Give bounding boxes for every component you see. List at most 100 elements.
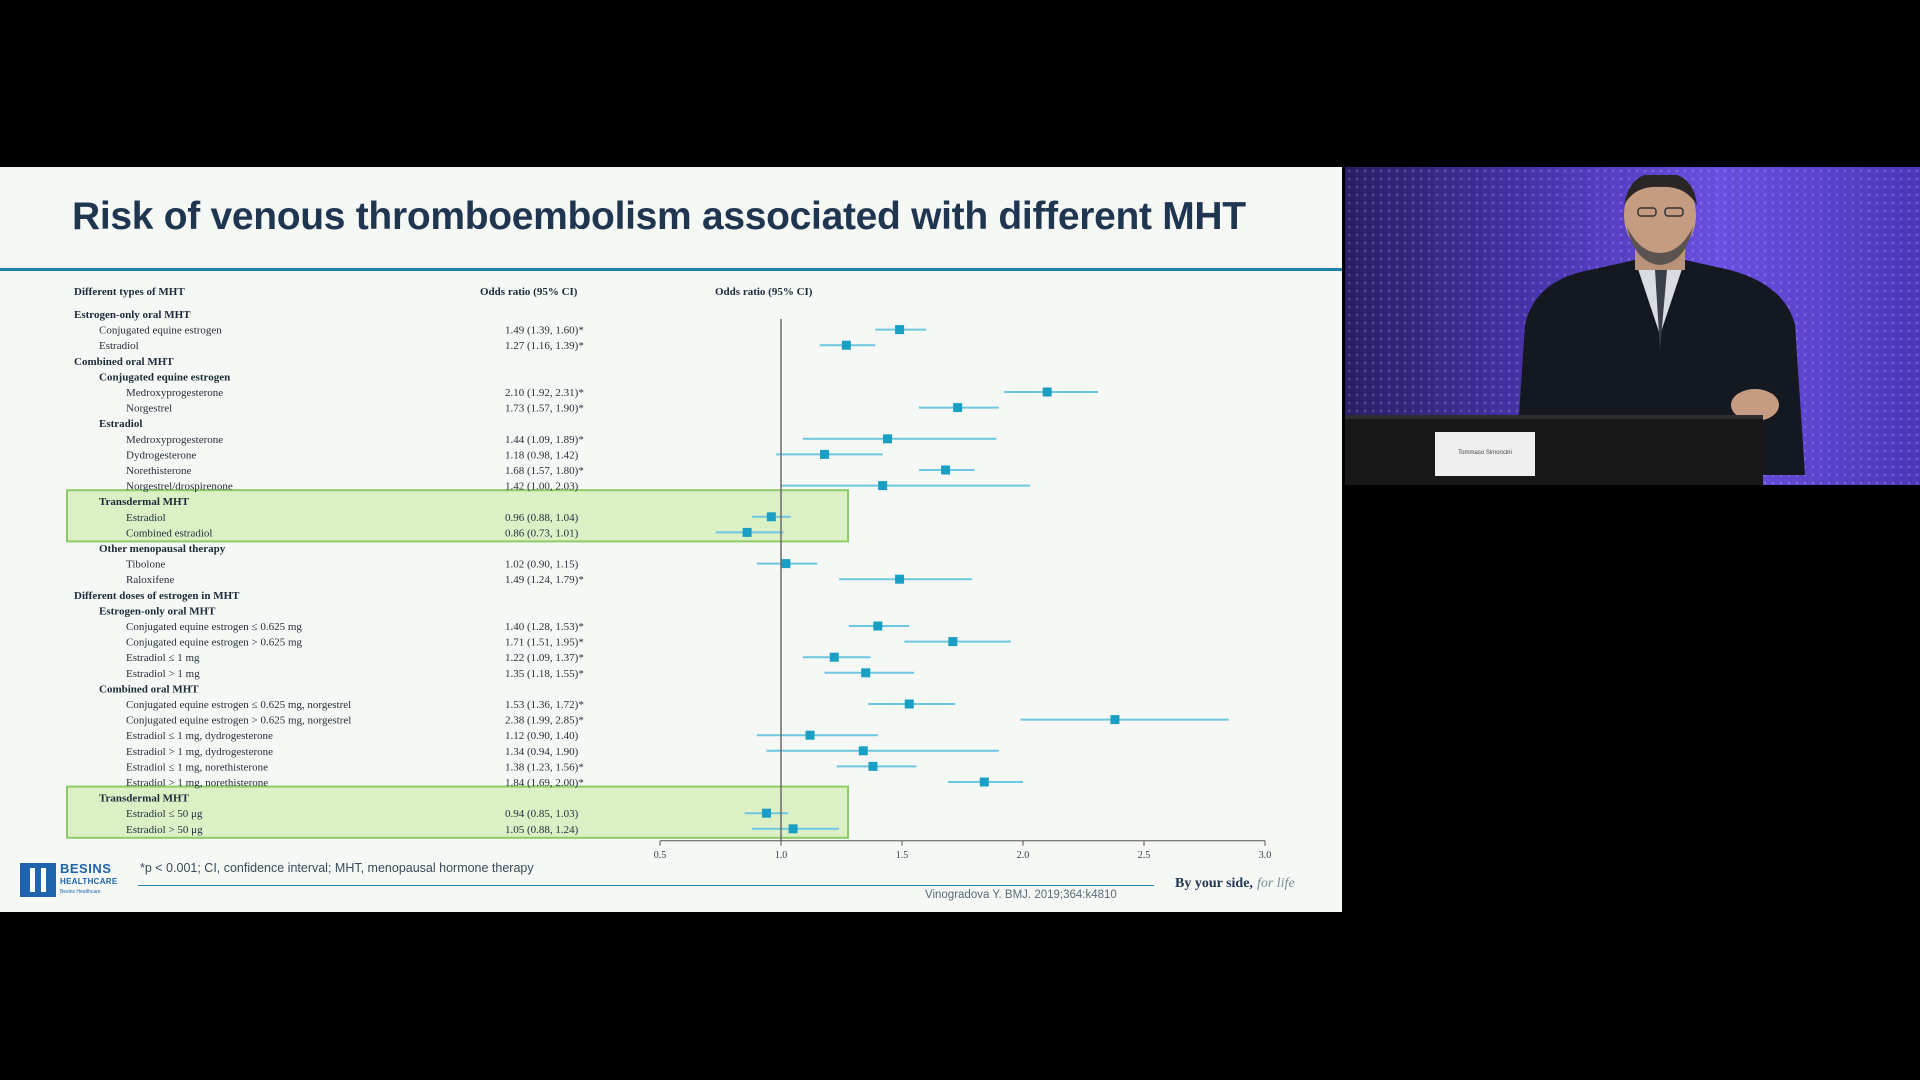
or-marker	[805, 730, 815, 740]
slide-footnote: *p < 0.001; CI, confidence interval; MHT…	[140, 861, 534, 875]
row-label: Combined oral MHT	[74, 356, 174, 368]
row-label: Estradiol > 50 μg	[126, 824, 203, 836]
speaker-nameplate: Tommaso Simoncini	[1435, 432, 1535, 476]
or-marker	[841, 340, 851, 350]
row-label: Norgestrel/drospirenone	[126, 481, 233, 493]
row-or-text: 1.40 (1.28, 1.53)*	[505, 621, 584, 633]
row-label: Estradiol > 1 mg	[126, 668, 200, 680]
logo-mark-icon	[20, 863, 56, 897]
forest-plot: Different types of MHT Odds ratio (95% C…	[66, 286, 1272, 861]
row-label: Conjugated equine estrogen	[99, 325, 222, 337]
row-or-text: 1.73 (1.57, 1.90)*	[505, 403, 584, 415]
row-or-text: 1.02 (0.90, 1.15)	[505, 559, 579, 571]
row-label: Estrogen-only oral MHT	[74, 309, 191, 321]
slide-tagline: By your side, for life	[1175, 876, 1295, 892]
x-tick-label: 1.5	[896, 850, 909, 861]
slide-citation: Vinogradova Y. BMJ. 2019;364:k4810	[925, 889, 1117, 901]
row-or-text: 1.38 (1.23, 1.56)*	[505, 761, 584, 773]
row-or-text: 1.68 (1.57, 1.80)*	[505, 465, 584, 477]
or-marker	[904, 699, 914, 709]
row-label: Transdermal MHT	[99, 496, 190, 508]
x-tick-label: 0.5	[654, 850, 667, 861]
row-or-text: 1.53 (1.36, 1.72)*	[505, 699, 584, 711]
or-marker	[766, 512, 776, 522]
or-marker	[1042, 387, 1052, 397]
title-rule	[0, 268, 1342, 271]
row-or-text: 0.96 (0.88, 1.04)	[505, 512, 579, 524]
row-label: Combined oral MHT	[99, 683, 199, 695]
or-marker	[941, 465, 951, 475]
row-label: Estradiol ≤ 50 μg	[126, 808, 203, 820]
or-marker	[781, 559, 791, 569]
row-or-text: 1.84 (1.69, 2.00)*	[505, 777, 584, 789]
row-label: Norgestrel	[126, 403, 172, 415]
x-tick-label: 2.0	[1017, 850, 1030, 861]
row-or-text: 2.38 (1.99, 2.85)*	[505, 715, 584, 727]
row-label: Medroxyprogesterone	[126, 434, 223, 446]
or-marker	[948, 637, 958, 647]
row-or-text: 1.49 (1.24, 1.79)*	[505, 574, 584, 586]
x-tick-label: 2.5	[1138, 850, 1151, 861]
row-label: Estradiol ≤ 1 mg, dydrogesterone	[126, 730, 273, 742]
or-marker	[829, 652, 839, 662]
row-or-text: 1.05 (0.88, 1.24)	[505, 824, 579, 836]
forest-rows: Estrogen-only oral MHT Conjugated equine …	[74, 309, 1229, 836]
row-or-text: 1.12 (0.90, 1.40)	[505, 730, 579, 742]
row-or-text: 1.34 (0.94, 1.90)	[505, 746, 579, 758]
forest-axis: 0.5 1.0 1.5 2.0 2.5 3.0	[654, 319, 1272, 861]
col-header-or-plot: Odds ratio (95% CI)	[715, 286, 813, 298]
row-label: Norethisterone	[126, 465, 191, 477]
row-label: Estradiol	[99, 340, 139, 352]
col-header-or-text: Odds ratio (95% CI)	[480, 286, 578, 298]
row-label: Conjugated equine estrogen ≤ 0.625 mg, n…	[126, 699, 351, 711]
row-label: Combined estradiol	[126, 527, 212, 539]
row-label: Estradiol	[99, 418, 142, 430]
row-label: Raloxifene	[126, 574, 174, 586]
or-marker	[1110, 715, 1120, 725]
row-or-text: 0.94 (0.85, 1.03)	[505, 808, 579, 820]
row-or-text: 1.71 (1.51, 1.95)*	[505, 637, 584, 649]
or-marker	[858, 746, 868, 756]
or-marker	[873, 621, 883, 631]
row-label: Estradiol	[126, 512, 166, 524]
row-or-text: 1.42 (1.00, 2.03)	[505, 481, 579, 493]
or-marker	[979, 777, 989, 787]
row-label: Transdermal MHT	[99, 793, 190, 805]
x-tick-label: 1.0	[775, 850, 788, 861]
logo-word: BESINS	[60, 861, 112, 876]
row-or-text: 1.35 (1.18, 1.55)*	[505, 668, 584, 680]
footer-rule	[138, 885, 1154, 886]
row-label: Conjugated equine estrogen ≤ 0.625 mg	[126, 621, 302, 633]
lectern	[1345, 419, 1763, 485]
or-marker	[868, 761, 878, 771]
highlight-box	[66, 785, 849, 839]
tagline-text: By your side,	[1175, 876, 1253, 891]
slide-title: Risk of venous thromboembolism associate…	[72, 195, 1246, 238]
row-label: Different doses of estrogen in MHT	[74, 590, 240, 602]
row-label: Conjugated equine estrogen > 0.625 mg, n…	[126, 715, 351, 727]
or-marker	[742, 527, 752, 537]
row-label: Dydrogesterone	[126, 449, 196, 461]
row-or-text: 1.22 (1.09, 1.37)*	[505, 652, 584, 664]
or-marker	[953, 403, 963, 413]
company-logo: BESINS HEALTHCARE Besins Healthcare	[20, 861, 122, 901]
or-marker	[761, 808, 771, 818]
row-label: Conjugated equine estrogen	[99, 371, 230, 383]
or-marker	[882, 434, 892, 444]
row-label: Estradiol ≤ 1 mg	[126, 652, 200, 664]
row-label: Estradiol > 1 mg, norethisterone	[126, 777, 268, 789]
tagline-script: for life	[1256, 876, 1295, 891]
or-marker	[895, 325, 905, 335]
x-tick-label: 3.0	[1259, 850, 1272, 861]
row-or-text: 1.49 (1.39, 1.60)*	[505, 325, 584, 337]
row-label: Tibolone	[126, 559, 165, 571]
logo-tagline: Besins Healthcare	[60, 889, 101, 895]
presentation-slide: Risk of venous thromboembolism associate…	[0, 167, 1342, 912]
row-label: Other menopausal therapy	[99, 543, 226, 555]
row-or-text: 1.44 (1.09, 1.89)*	[505, 434, 584, 446]
logo-sub: HEALTHCARE	[60, 877, 118, 886]
speaker-video-feed: Tommaso Simoncini	[1345, 167, 1920, 485]
row-or-text: 1.18 (0.98, 1.42)	[505, 449, 579, 461]
row-label: Estradiol ≤ 1 mg, norethisterone	[126, 761, 268, 773]
